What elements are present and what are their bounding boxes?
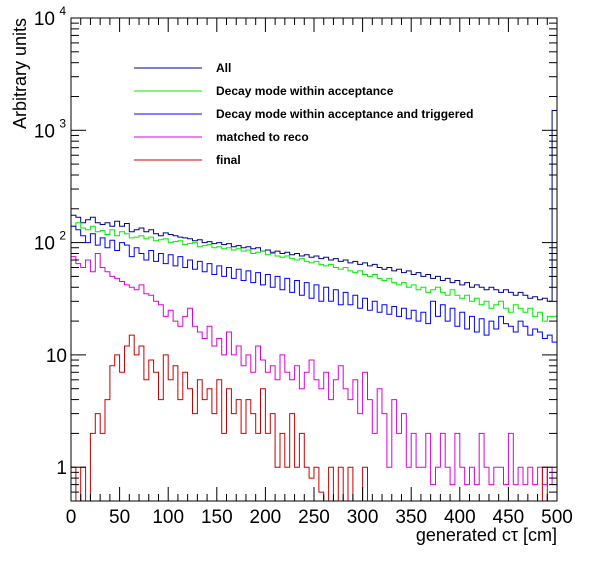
legend-label: matched to reco <box>216 130 309 144</box>
legend-label: Decay mode within acceptance and trigger… <box>216 107 473 121</box>
series-line-0 <box>71 110 557 302</box>
x-tick-label: 100 <box>152 507 184 528</box>
legend-label: All <box>216 61 231 75</box>
x-tick-label: 0 <box>66 507 77 528</box>
y-tick-label: 10 <box>34 121 55 142</box>
x-axis-title: generated cτ [cm] <box>416 525 557 545</box>
y-tick-label: 1 <box>56 458 67 479</box>
x-tick-label: 50 <box>109 507 130 528</box>
series-line-1 <box>71 222 557 322</box>
x-tick-label: 200 <box>250 507 282 528</box>
series-line-2 <box>71 225 557 343</box>
legend-label: final <box>216 153 241 167</box>
x-tick-label: 250 <box>298 507 330 528</box>
y-tick-label: 10 <box>34 234 55 255</box>
x-tick-label: 150 <box>201 507 233 528</box>
y-tick-exponent: 3 <box>59 116 66 130</box>
y-axis-title: Arbitrary units <box>10 18 30 129</box>
legend: All Decay mode within acceptance Decay mod… <box>134 61 473 167</box>
x-tick-label: 450 <box>493 507 525 528</box>
y-tick-label: 10 <box>34 9 55 30</box>
y-tick-exponent: 2 <box>59 229 66 243</box>
x-tick-label: 300 <box>347 507 379 528</box>
legend-label: Decay mode within acceptance <box>216 84 394 98</box>
y-tick-exponent: 4 <box>59 4 66 18</box>
series-line-3 <box>71 253 557 486</box>
x-tick-label: 500 <box>541 507 573 528</box>
y-tick-label: 10 <box>46 346 67 367</box>
x-tick-label: 350 <box>395 507 427 528</box>
x-tick-label: 400 <box>444 507 476 528</box>
